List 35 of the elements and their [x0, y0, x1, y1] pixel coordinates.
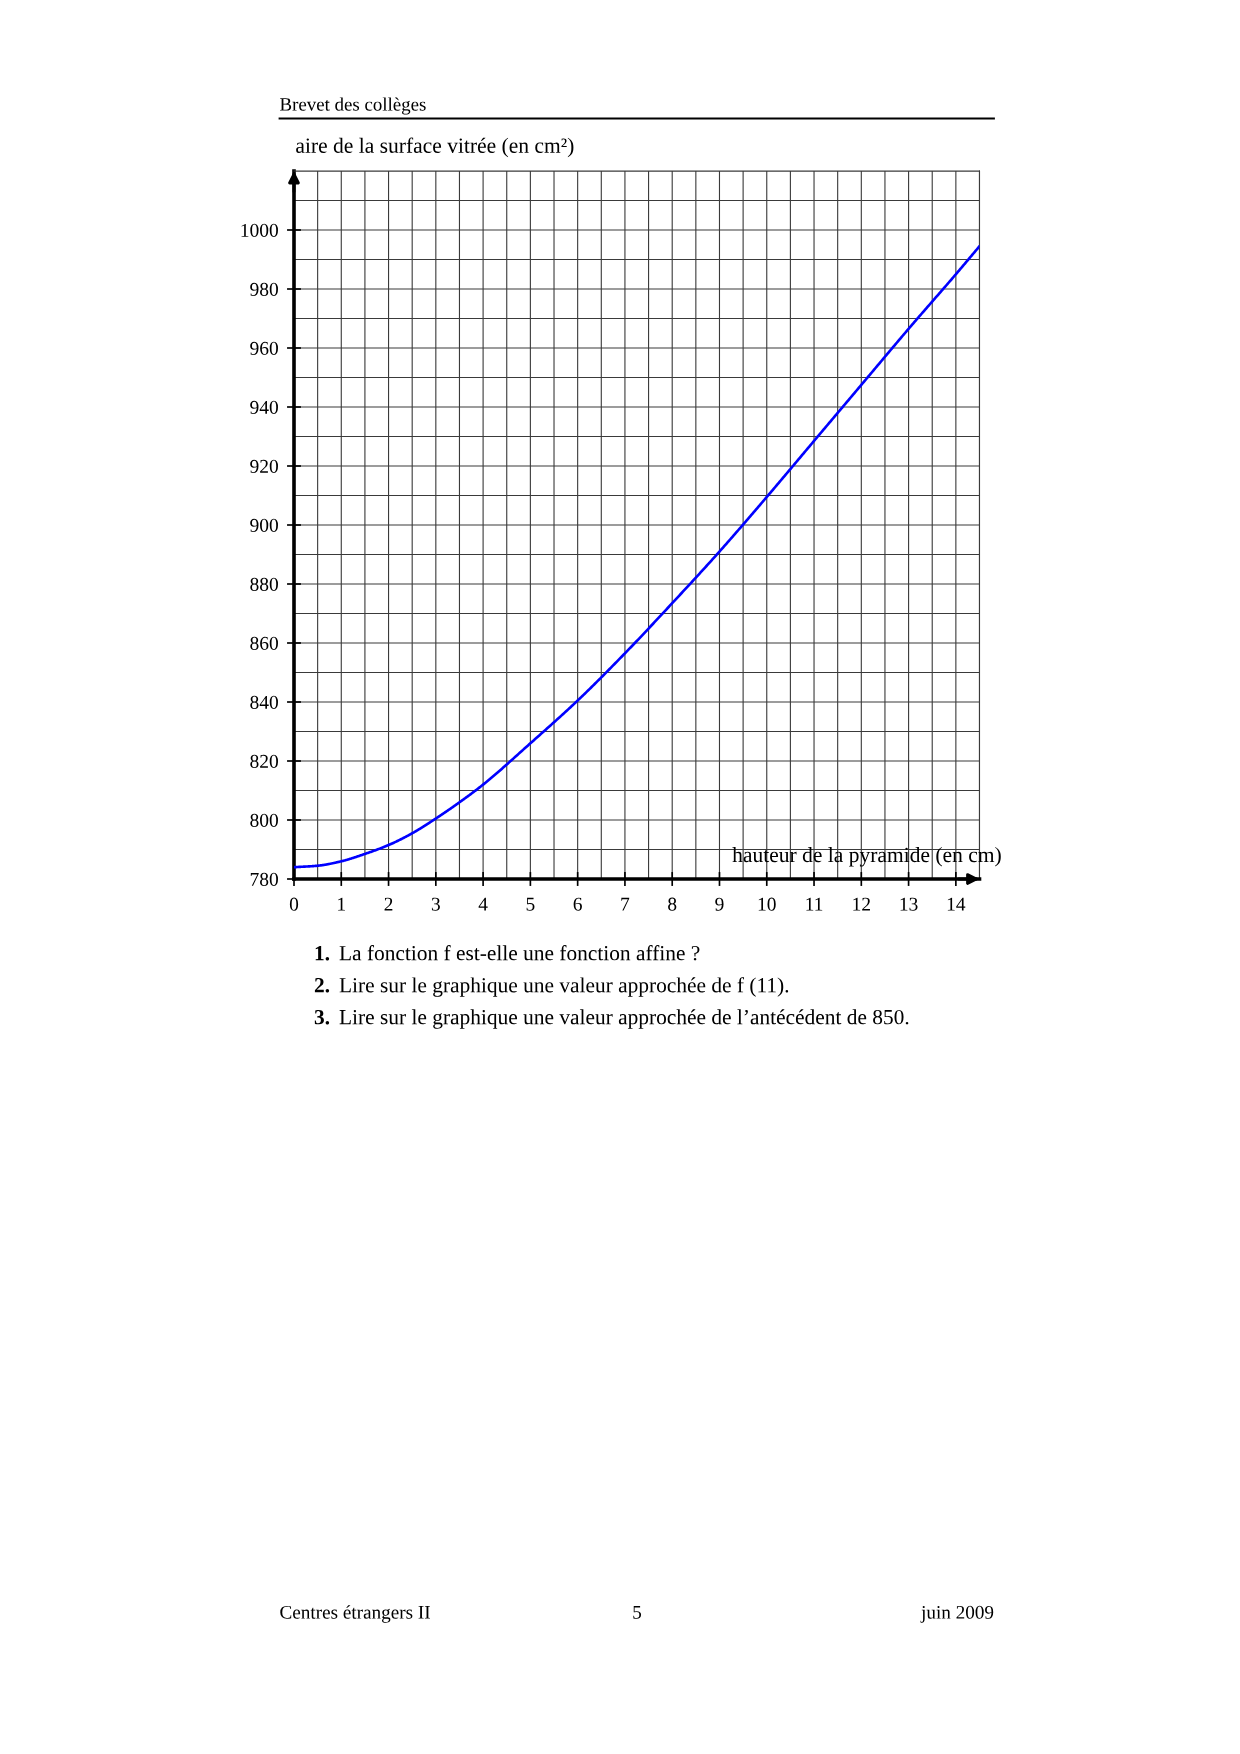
y-tick-label: 840 [250, 695, 278, 709]
y-tick-label: 980 [250, 282, 278, 296]
text: 1. La fonction f est-elle une fonction affine ? [315, 945, 700, 961]
text: juin 2009 [920, 1605, 994, 1623]
text: Brevet des collèges [280, 97, 426, 115]
x-tick-label: 10 [758, 897, 776, 911]
x-tick-label: 3 [431, 897, 440, 911]
x-tick-label: 14 [947, 897, 966, 911]
x-tick-label: 0 [289, 897, 299, 911]
text: Centres étrangers II [280, 1605, 430, 1623]
y-tick-label: 820 [250, 754, 278, 768]
x-tick-label: 1 [338, 897, 345, 911]
y-tick-label: 860 [250, 636, 278, 650]
y-tick-label: 780 [250, 872, 278, 886]
text: 2. Lire sur le graphique une valeur approchée de f (11). [314, 977, 789, 997]
y-tick-label: 920 [250, 459, 278, 473]
x-tick-label: 5 [526, 897, 535, 911]
y-tick-label: 940 [250, 400, 278, 414]
x-tick-label: 4 [478, 897, 488, 911]
y-tick-label: 960 [250, 341, 278, 355]
x-tick-label: 11 [806, 897, 823, 911]
y-tick-label: 900 [250, 518, 278, 532]
y-tick-label: 800 [250, 813, 278, 827]
x-tick-label: 2 [384, 897, 393, 911]
x-tick-label: 12 [853, 897, 870, 911]
x-tick-label: 7 [621, 897, 630, 911]
x-tick-label: 13 [900, 897, 918, 911]
x-tick-label: 8 [668, 897, 677, 911]
text: 5 [633, 1606, 642, 1619]
x-tick-label: 6 [573, 897, 582, 911]
y-axis-title: aire de la surface vitrée (en cm²) [296, 137, 574, 158]
y-tick-label: 1000 [241, 223, 278, 237]
x-tick-label: 9 [715, 897, 724, 911]
text: 3. Lire sur le graphique une valeur approchée de l’antécédent de 850. [314, 1009, 909, 1029]
y-tick-label: 880 [250, 577, 278, 591]
